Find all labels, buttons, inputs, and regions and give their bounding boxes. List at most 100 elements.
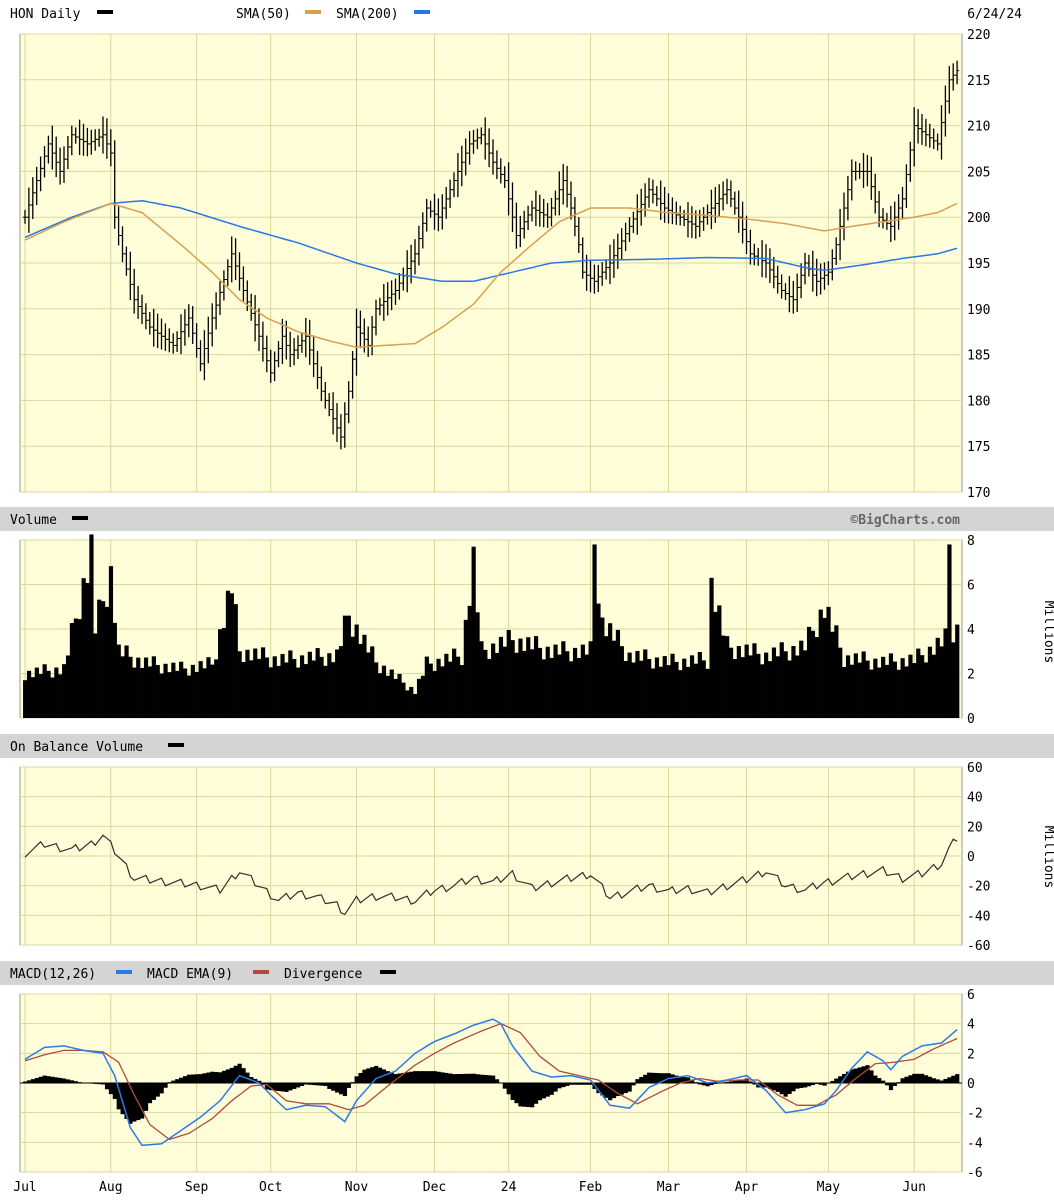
divergence-bar (701, 1083, 706, 1086)
divergence-bar (459, 1073, 465, 1083)
volume-bar (73, 618, 78, 718)
volume-bar (452, 648, 457, 718)
divergence-bar (30, 1079, 36, 1083)
volume-bar (639, 660, 644, 718)
volume-bar (767, 661, 773, 718)
y-tick-label: 4 (967, 1018, 975, 1033)
volume-bar (374, 662, 379, 718)
divergence-bar (292, 1083, 297, 1089)
divergence-bar (845, 1071, 851, 1083)
divergence-bar (572, 1083, 578, 1085)
obv-panel: -60 -40 -20 0 20 40 60 (19, 761, 990, 954)
divergence-bar (752, 1083, 757, 1085)
volume-bar (303, 664, 309, 718)
volume-bar (405, 690, 410, 718)
volume-bar (257, 658, 262, 718)
volume-label: Volume (10, 513, 57, 528)
y-tick-label: 0 (967, 1077, 975, 1092)
volume-bars (23, 534, 960, 718)
divergence-bar (448, 1073, 453, 1083)
divergence-bar (771, 1083, 777, 1091)
y-tick-label: 60 (967, 761, 983, 776)
volume-bar (647, 659, 652, 718)
chart-title: HON Daily (10, 7, 81, 22)
x-tick-label: 24 (501, 1180, 517, 1195)
volume-bar (147, 666, 153, 718)
volume-bar (366, 652, 371, 718)
volume-bar (951, 642, 956, 718)
volume-bar (225, 590, 231, 718)
volume-bar (163, 663, 168, 718)
volume-bar (795, 655, 800, 718)
divergence-bar (455, 1074, 461, 1083)
divergence-bar (108, 1083, 114, 1095)
divergence-bar (233, 1065, 238, 1083)
volume-bar (436, 658, 441, 718)
volume-bar (771, 647, 777, 718)
divergence-bar (284, 1083, 289, 1092)
divergence-bar (647, 1072, 652, 1083)
divergence-bar (865, 1065, 870, 1083)
volume-bar (658, 666, 663, 718)
volume-bar (728, 647, 734, 718)
y-tick-label: 8 (967, 534, 975, 549)
volume-bar (526, 637, 531, 718)
y-tick-label: -4 (967, 1136, 983, 1151)
volume-units-label: Millions (1041, 601, 1054, 664)
volume-bar (615, 629, 621, 718)
divergence-bar (686, 1077, 691, 1083)
volume-bar (54, 667, 59, 718)
volume-bar (510, 640, 515, 718)
volume-bar (389, 669, 394, 718)
volume-bar (834, 625, 839, 718)
divergence-bar (397, 1073, 402, 1083)
divergence-bar (140, 1083, 145, 1119)
divergence-bar (791, 1083, 796, 1092)
y-tick-label: 20 (967, 820, 983, 835)
volume-bar (545, 646, 550, 718)
x-tick-label: Jul (13, 1180, 36, 1195)
divergence-bar (101, 1083, 106, 1085)
volume-bar (666, 665, 671, 718)
volume-bar (725, 636, 730, 718)
volume-bar (46, 670, 51, 718)
volume-bar (190, 664, 195, 718)
volume-bar (413, 693, 418, 718)
divergence-bar (608, 1083, 613, 1101)
divergence-bar (323, 1083, 328, 1086)
macd-ema-line (24, 1022, 958, 1141)
x-tick-label: Feb (579, 1180, 603, 1195)
volume-bar (787, 660, 792, 718)
divergence-bar (354, 1076, 359, 1083)
divergence-bar (116, 1083, 121, 1110)
volume-bar (34, 667, 39, 718)
volume-bar (221, 627, 227, 718)
y-tick-label: 220 (967, 28, 990, 43)
macd-header-bar (0, 961, 1054, 985)
volume-bar (132, 667, 137, 718)
y-tick-label: 200 (967, 211, 990, 226)
y-tick-label: -40 (967, 909, 990, 924)
divergence-bar (779, 1083, 784, 1095)
volume-bar (744, 644, 749, 718)
volume-bar (896, 669, 901, 718)
volume-bar (124, 645, 129, 718)
divergence-bar (533, 1083, 539, 1104)
divergence-bar (767, 1083, 773, 1089)
divergence-bar (662, 1073, 667, 1083)
volume-bar (276, 665, 281, 718)
volume-bar (709, 577, 714, 718)
volume-bar (487, 658, 492, 718)
divergence-bar (623, 1083, 628, 1094)
divergence-bar (526, 1083, 531, 1108)
volume-bar (370, 646, 375, 718)
divergence-bar (413, 1071, 418, 1083)
volume-bar (939, 646, 944, 718)
divergence-bar (440, 1072, 445, 1083)
volume-bar (693, 663, 699, 718)
divergence-bar (744, 1078, 749, 1083)
volume-bar (604, 636, 609, 718)
volume-bar (38, 674, 43, 718)
y-tick-label: 170 (967, 486, 990, 501)
volume-bar (475, 612, 480, 718)
